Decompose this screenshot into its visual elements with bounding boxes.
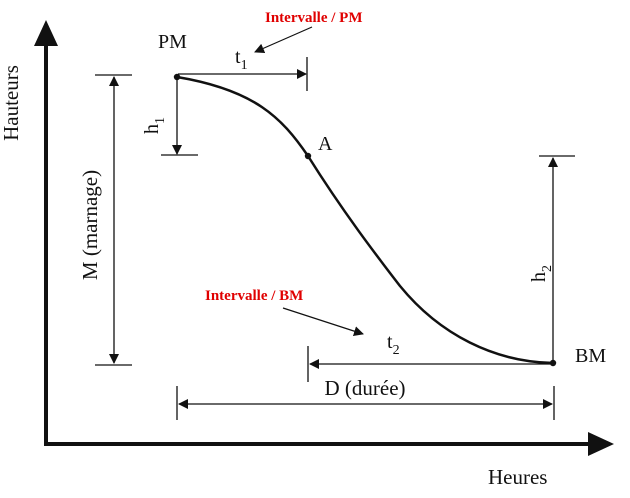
t1-label: t1 bbox=[235, 46, 248, 73]
callout-bm-arrow bbox=[282, 307, 364, 336]
h1-label: h1 bbox=[141, 117, 168, 134]
point-a-marker bbox=[304, 152, 312, 160]
marnage-label: M (marnage) bbox=[78, 170, 102, 280]
y-axis-label: Hauteurs bbox=[0, 65, 23, 141]
t2-label: t2 bbox=[387, 331, 400, 358]
point-pm-marker bbox=[173, 73, 181, 81]
duree-label: D (durée) bbox=[324, 376, 405, 400]
callout-bm: Intervalle / BM bbox=[205, 288, 303, 304]
point-bm-label: BM bbox=[575, 345, 606, 367]
point-pm-label: PM bbox=[158, 31, 187, 53]
axes bbox=[34, 20, 614, 456]
callout-pm-arrow bbox=[254, 26, 313, 53]
x-axis-arrowhead bbox=[588, 432, 614, 456]
callout-pm: Intervalle / PM bbox=[265, 10, 362, 26]
h2-label: h2 bbox=[528, 265, 555, 282]
point-a-label: A bbox=[318, 133, 333, 155]
tide-curve bbox=[176, 75, 554, 365]
x-axis-label: Heures bbox=[488, 465, 547, 489]
y-axis-arrowhead bbox=[34, 20, 58, 46]
